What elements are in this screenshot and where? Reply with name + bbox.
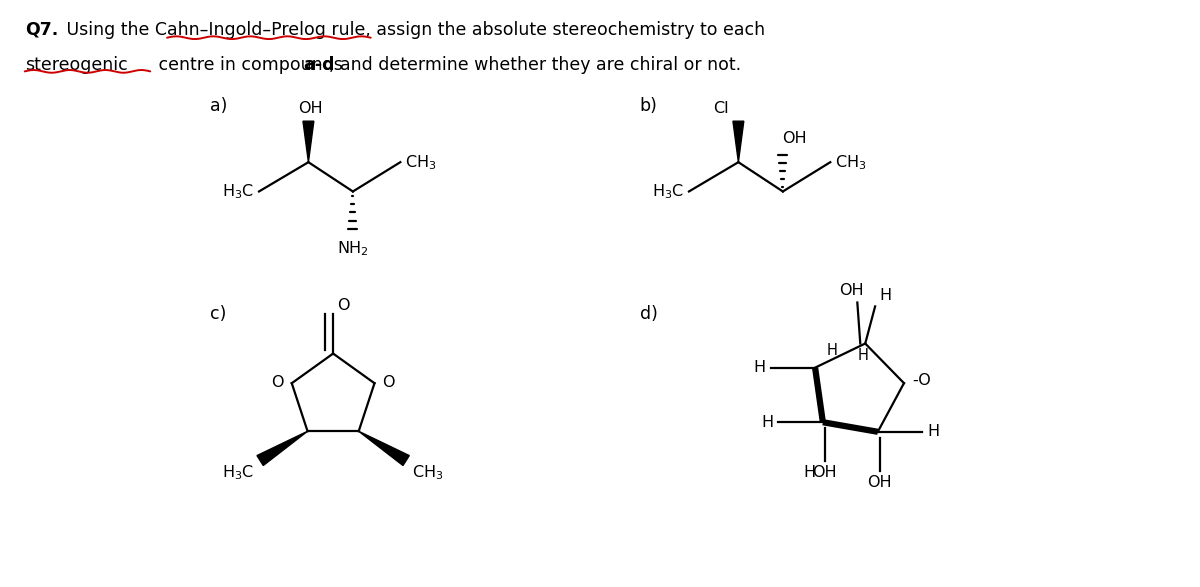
Text: H$_3$C: H$_3$C [652, 182, 684, 201]
Text: OH: OH [812, 465, 838, 480]
Text: O: O [383, 375, 395, 390]
Text: NH$_2$: NH$_2$ [337, 239, 368, 258]
Text: -O: -O [912, 373, 931, 388]
Text: Cl: Cl [713, 102, 728, 116]
Text: OH: OH [868, 475, 892, 490]
Polygon shape [302, 121, 314, 162]
Text: stereogenic: stereogenic [25, 56, 127, 74]
Text: H: H [754, 360, 766, 375]
Polygon shape [257, 431, 307, 465]
Text: a-d: a-d [304, 56, 335, 74]
Text: H: H [858, 349, 869, 363]
Text: , and determine whether they are chiral or not.: , and determine whether they are chiral … [329, 56, 742, 74]
Text: OH: OH [298, 102, 323, 116]
Text: centre in compounds: centre in compounds [154, 56, 349, 74]
Text: a): a) [210, 97, 227, 115]
Text: c): c) [210, 305, 226, 323]
Text: b): b) [640, 97, 658, 115]
Polygon shape [733, 121, 744, 162]
Text: H$_3$C: H$_3$C [222, 464, 254, 482]
Polygon shape [359, 431, 409, 465]
Text: H$_3$C: H$_3$C [222, 182, 254, 201]
Text: H: H [803, 465, 815, 480]
Text: H: H [880, 288, 892, 302]
Text: O: O [271, 375, 284, 390]
Text: d): d) [640, 305, 658, 323]
Text: CH$_3$: CH$_3$ [835, 153, 866, 171]
Text: H: H [827, 343, 838, 358]
Text: Q7.: Q7. [25, 21, 58, 39]
Text: CH$_3$: CH$_3$ [406, 153, 437, 171]
Text: O: O [337, 298, 349, 312]
Text: OH: OH [782, 130, 808, 146]
Text: CH$_3$: CH$_3$ [412, 464, 444, 482]
Text: OH: OH [839, 282, 864, 298]
Text: H: H [761, 415, 774, 430]
Text: Using the Cahn–Ingold–Prelog rule, assign the absolute stereochemistry to each: Using the Cahn–Ingold–Prelog rule, assig… [61, 21, 766, 39]
Text: H: H [928, 424, 940, 439]
